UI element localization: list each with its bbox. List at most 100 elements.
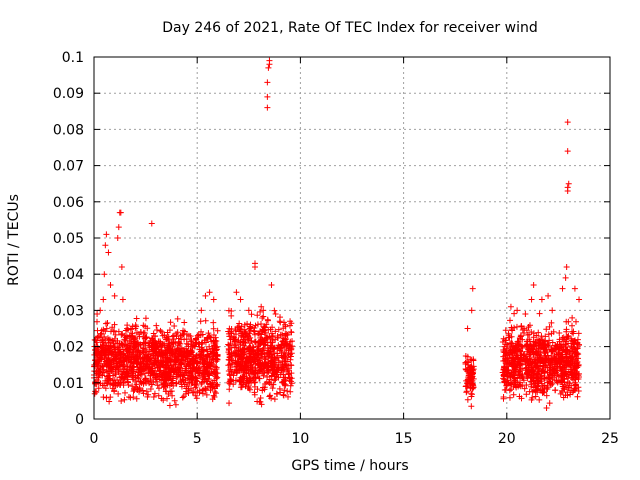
data-point (500, 395, 507, 402)
data-point (150, 350, 157, 357)
data-point (545, 331, 552, 338)
data-point (158, 328, 165, 335)
data-point (518, 322, 525, 329)
data-point (246, 366, 253, 373)
data-point (153, 348, 160, 355)
data-point (526, 336, 533, 343)
data-point (207, 380, 214, 387)
data-point (262, 356, 269, 363)
data-point (207, 348, 214, 355)
data-point (517, 332, 524, 339)
data-point (225, 349, 232, 356)
data-point (551, 361, 558, 368)
data-point (245, 383, 252, 390)
data-point (514, 346, 521, 353)
data-point (159, 361, 166, 368)
data-point (196, 389, 203, 396)
data-point (192, 374, 199, 381)
data-point (564, 119, 571, 126)
data-point (176, 364, 183, 371)
data-point (572, 350, 579, 357)
data-point (463, 366, 470, 373)
data-point (94, 374, 101, 381)
data-point (264, 369, 271, 376)
data-point (109, 324, 116, 331)
data-point (179, 394, 186, 401)
data-point (146, 340, 153, 347)
data-point (528, 296, 535, 303)
data-point (525, 323, 532, 330)
data-point (197, 367, 204, 374)
data-point (511, 361, 518, 368)
data-point (518, 395, 525, 402)
data-point (238, 323, 245, 330)
data-point (133, 395, 140, 402)
data-point (275, 374, 282, 381)
data-point (212, 366, 219, 373)
data-point (227, 340, 234, 347)
data-point (234, 324, 241, 331)
data-point (166, 366, 173, 373)
data-point (543, 347, 550, 354)
data-point (265, 353, 272, 360)
data-point (196, 364, 203, 371)
data-point (193, 375, 200, 382)
data-point (533, 363, 540, 370)
data-point (288, 370, 295, 377)
data-point (124, 352, 131, 359)
chart-title: Day 246 of 2021, Rate Of TEC Index for r… (162, 20, 537, 36)
data-point (204, 336, 211, 343)
data-point (121, 396, 128, 403)
data-point (538, 333, 545, 340)
data-point (257, 359, 264, 366)
data-point (152, 339, 159, 346)
data-point (549, 307, 556, 314)
data-point (564, 184, 571, 191)
data-point (195, 331, 202, 338)
data-point (267, 354, 274, 361)
data-point (201, 361, 208, 368)
data-point (528, 378, 535, 385)
y-tick-label: 0.06 (53, 195, 84, 211)
data-point (558, 389, 565, 396)
data-point (562, 343, 569, 350)
data-point (118, 370, 125, 377)
data-points (91, 57, 583, 411)
data-point (182, 352, 189, 359)
data-point (207, 334, 214, 341)
data-point (115, 224, 122, 231)
data-point (177, 332, 184, 339)
data-point (272, 369, 279, 376)
data-point (286, 374, 293, 381)
data-point (563, 318, 570, 325)
data-point (280, 363, 287, 370)
data-point (553, 367, 560, 374)
data-point (563, 326, 570, 333)
data-point (230, 381, 237, 388)
data-point (523, 391, 530, 398)
data-point (517, 366, 524, 373)
data-point (240, 378, 247, 385)
data-point (230, 357, 237, 364)
data-point (193, 395, 200, 402)
data-point (266, 57, 273, 64)
data-point (513, 323, 520, 330)
data-point (279, 338, 286, 345)
data-point (521, 330, 528, 337)
data-point (115, 344, 122, 351)
data-point (198, 307, 205, 314)
data-point (133, 315, 140, 322)
data-point (111, 388, 118, 395)
data-point (548, 344, 555, 351)
data-point (141, 366, 148, 373)
data-point (199, 379, 206, 386)
data-point (570, 345, 577, 352)
data-point (120, 357, 127, 364)
data-point (183, 345, 190, 352)
data-point (130, 348, 137, 355)
data-point (98, 362, 105, 369)
data-point (572, 318, 579, 325)
data-point (204, 352, 211, 359)
data-point (559, 354, 566, 361)
data-point (258, 331, 265, 338)
